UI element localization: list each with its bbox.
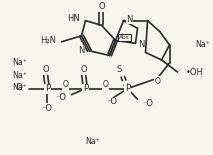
- Text: O: O: [102, 80, 108, 89]
- Text: O: O: [62, 80, 68, 89]
- Text: O: O: [155, 77, 160, 86]
- Text: Na⁺: Na⁺: [196, 40, 211, 49]
- Text: P: P: [45, 84, 50, 93]
- Text: N: N: [127, 15, 133, 24]
- Text: ⁻O: ⁻O: [55, 93, 66, 102]
- Text: P: P: [83, 84, 88, 93]
- Text: ⁻O: ⁻O: [142, 99, 154, 108]
- Text: HN: HN: [67, 14, 79, 23]
- Text: O: O: [98, 2, 105, 11]
- Text: P: P: [125, 84, 130, 93]
- Text: •OH: •OH: [186, 68, 203, 77]
- Text: Na⁺: Na⁺: [12, 71, 27, 80]
- Text: S: S: [117, 65, 122, 74]
- Text: Na⁺: Na⁺: [85, 137, 101, 146]
- Text: Na⁺: Na⁺: [12, 83, 27, 92]
- Text: N: N: [138, 40, 145, 49]
- FancyBboxPatch shape: [118, 34, 131, 41]
- Text: ⁻O: ⁻O: [106, 97, 117, 106]
- Text: N: N: [78, 46, 85, 55]
- Text: Na⁺: Na⁺: [12, 58, 27, 67]
- Text: H₂N: H₂N: [40, 36, 56, 45]
- Text: Abs: Abs: [119, 35, 130, 40]
- Text: O: O: [42, 65, 49, 74]
- Text: O: O: [80, 65, 87, 74]
- Text: ⁻O: ⁻O: [12, 83, 23, 92]
- Text: ⁻O: ⁻O: [42, 104, 53, 113]
